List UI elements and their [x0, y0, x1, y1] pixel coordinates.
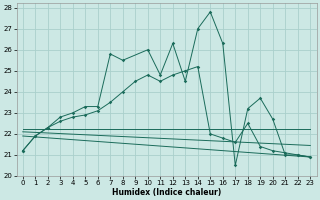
X-axis label: Humidex (Indice chaleur): Humidex (Indice chaleur) [112, 188, 221, 197]
